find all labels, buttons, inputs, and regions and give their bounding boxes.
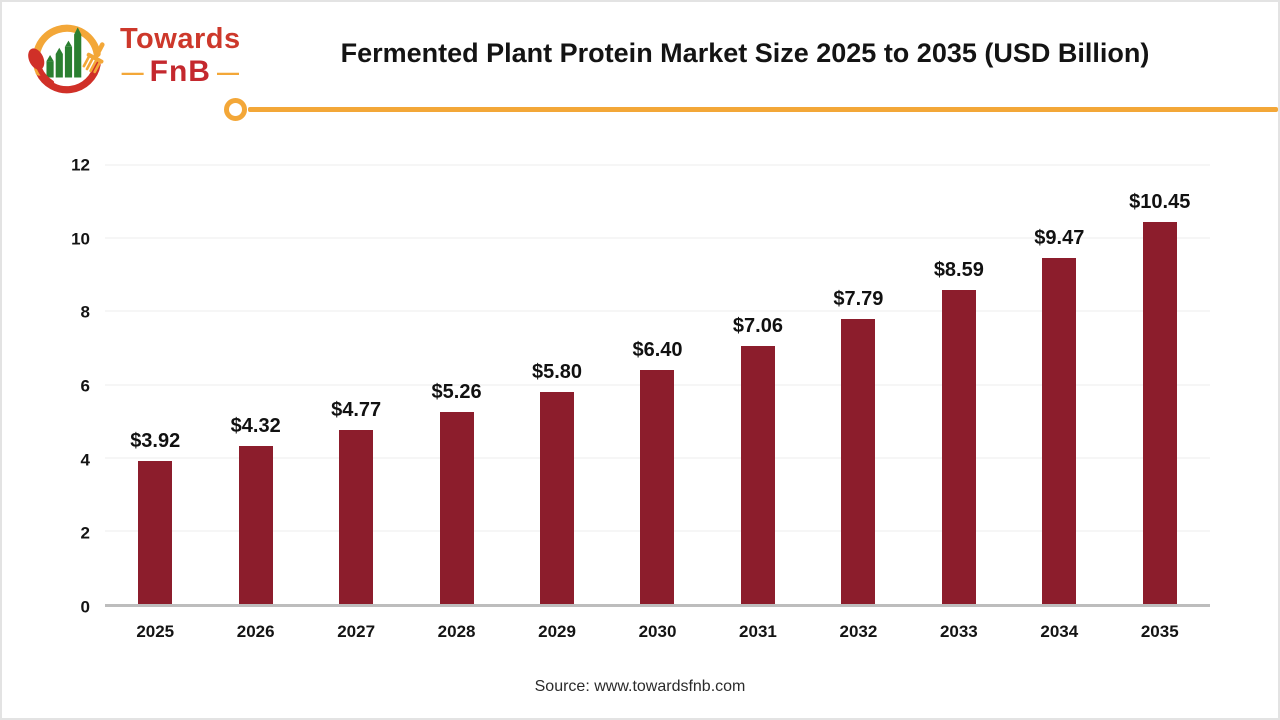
bar-2034 xyxy=(1042,257,1077,604)
fork-icon xyxy=(82,42,105,74)
x-axis-tick-label-2028: 2028 xyxy=(437,622,476,641)
x-axis-tick-label-2029: 2029 xyxy=(538,622,576,641)
bar-2033 xyxy=(941,289,976,604)
bar-2035 xyxy=(1142,221,1177,604)
bar-slot-2031: $7.06 xyxy=(708,165,808,604)
x-axis-tick-label-2032: 2032 xyxy=(839,622,878,641)
gridline-12 xyxy=(105,164,1210,166)
y-axis-tick-label: 12 xyxy=(71,155,90,175)
logo-wordmark: Towards — FnB — xyxy=(120,24,241,88)
bar-slot-2032: $7.79 xyxy=(808,165,908,604)
bar-value-label-2035: $10.45 xyxy=(1129,190,1191,213)
x-axis-tick-label-2035: 2035 xyxy=(1140,622,1179,641)
page-title: Fermented Plant Protein Market Size 2025… xyxy=(340,38,1150,68)
bar-value-label-2026: $4.32 xyxy=(230,414,281,437)
bar-series: $3.92 $4.32 $4.77 $5.26 $5.80 $6.40 $7.06 $7.79… xyxy=(105,165,1210,604)
y-axis-tick-label: 0 xyxy=(80,597,90,617)
bar-slot-2025: $3.92 xyxy=(105,165,205,604)
x-axis-tick-label-2033: 2033 xyxy=(939,622,978,641)
bar-value-label-2032: $7.79 xyxy=(833,288,884,311)
divider-line xyxy=(248,107,1278,112)
gridline-10 xyxy=(105,237,1210,239)
bar-value-label-2029: $5.80 xyxy=(532,360,583,383)
plot-area: $3.92 $4.32 $4.77 $5.26 $5.80 $6.40 $7.06 $7.79… xyxy=(105,164,1210,607)
x-axis-tick-label-2034: 2034 xyxy=(1040,622,1079,641)
bar-2026 xyxy=(238,445,273,604)
bar-2025 xyxy=(138,460,173,604)
bar-slot-2026: $4.32 xyxy=(205,165,305,604)
bar-slot-2030: $6.40 xyxy=(607,165,707,604)
bar-value-label-2025: $3.92 xyxy=(130,429,181,452)
logo-word-towards: Towards xyxy=(120,23,241,56)
logo-dash-right: — xyxy=(216,59,239,85)
towardsfnb-logo-icon xyxy=(28,24,105,94)
bar-value-label-2028: $5.26 xyxy=(431,380,482,403)
chart-bars-icon xyxy=(46,27,82,78)
bar-2030 xyxy=(640,369,675,604)
y-axis-tick-label: 4 xyxy=(80,450,90,470)
bar-2027 xyxy=(339,429,374,604)
bar-slot-2029: $5.80 xyxy=(507,165,607,604)
x-axis-tick-label-2026: 2026 xyxy=(236,622,275,641)
bar-slot-2028: $5.26 xyxy=(406,165,506,604)
y-axis: 0 2 4 6 8 10 12 xyxy=(42,157,90,616)
bar-value-label-2027: $4.77 xyxy=(331,398,382,421)
logo-word-fnb: FnB xyxy=(149,55,211,89)
x-axis-tick-label-2025: 2025 xyxy=(136,622,175,641)
gridline-8 xyxy=(105,310,1210,312)
y-axis-tick-label: 8 xyxy=(80,302,90,322)
divider-circle-icon xyxy=(224,98,247,121)
bar-2029 xyxy=(540,391,575,604)
y-axis-tick-label: 2 xyxy=(80,523,90,543)
bar-slot-2027: $4.77 xyxy=(306,165,406,604)
bar-slot-2035: $10.45 xyxy=(1110,165,1210,604)
x-axis-tick-label-2030: 2030 xyxy=(638,622,677,641)
bar-2032 xyxy=(841,319,876,604)
logo-dash-left: — xyxy=(121,59,144,85)
towardsfnb-logo: Towards — FnB — xyxy=(26,16,241,96)
bar-value-label-2031: $7.06 xyxy=(732,314,783,337)
y-axis-tick-label: 10 xyxy=(71,229,90,249)
bar-2031 xyxy=(740,345,775,604)
bar-value-label-2034: $9.47 xyxy=(1034,226,1085,249)
y-axis-tick-label: 6 xyxy=(80,376,90,396)
bar-slot-2033: $8.59 xyxy=(909,165,1009,604)
x-axis-tick-label-2031: 2031 xyxy=(739,622,777,641)
source-note: Source: www.towardsfnb.com xyxy=(534,678,746,695)
bar-slot-2034: $9.47 xyxy=(1009,165,1109,604)
bar-value-label-2033: $8.59 xyxy=(933,258,984,281)
bar-2028 xyxy=(439,411,474,604)
spoon-icon xyxy=(28,48,55,86)
bar-value-label-2030: $6.40 xyxy=(632,338,683,361)
x-axis-tick-label-2027: 2027 xyxy=(337,622,376,641)
x-axis: 2025 2026 2027 2028 2029 2030 2031 2032 2033 2034… xyxy=(105,622,1210,642)
